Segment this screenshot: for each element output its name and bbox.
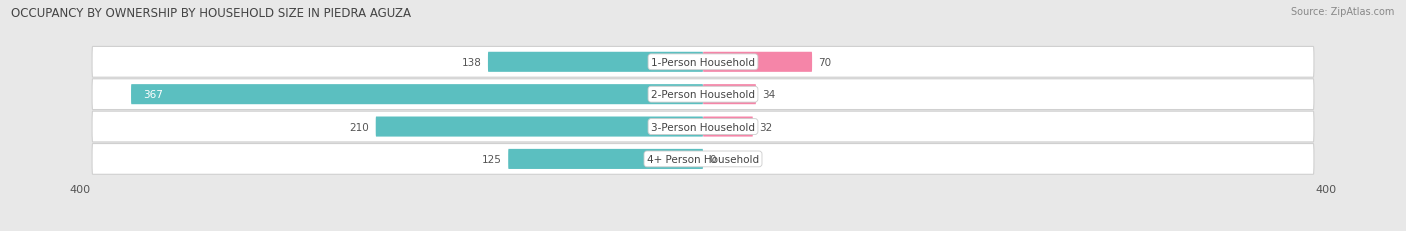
Text: 4+ Person Household: 4+ Person Household: [647, 154, 759, 164]
Text: Source: ZipAtlas.com: Source: ZipAtlas.com: [1291, 7, 1395, 17]
Text: 70: 70: [818, 58, 831, 67]
Text: 210: 210: [350, 122, 370, 132]
Text: OCCUPANCY BY OWNERSHIP BY HOUSEHOLD SIZE IN PIEDRA AGUZA: OCCUPANCY BY OWNERSHIP BY HOUSEHOLD SIZE…: [11, 7, 411, 20]
Text: 0: 0: [709, 154, 716, 164]
FancyBboxPatch shape: [508, 149, 703, 169]
FancyBboxPatch shape: [703, 52, 813, 73]
Text: 32: 32: [759, 122, 772, 132]
Text: 138: 138: [461, 58, 482, 67]
Text: 34: 34: [762, 90, 776, 100]
Text: 1-Person Household: 1-Person Household: [651, 58, 755, 67]
FancyBboxPatch shape: [375, 117, 703, 137]
Text: 2-Person Household: 2-Person Household: [651, 90, 755, 100]
Text: 125: 125: [482, 154, 502, 164]
FancyBboxPatch shape: [91, 79, 1315, 110]
FancyBboxPatch shape: [91, 112, 1315, 142]
FancyBboxPatch shape: [91, 47, 1315, 78]
Text: 3-Person Household: 3-Person Household: [651, 122, 755, 132]
FancyBboxPatch shape: [703, 117, 752, 137]
Text: 367: 367: [143, 90, 163, 100]
FancyBboxPatch shape: [91, 144, 1315, 175]
FancyBboxPatch shape: [488, 52, 703, 73]
FancyBboxPatch shape: [131, 85, 703, 105]
FancyBboxPatch shape: [703, 85, 756, 105]
